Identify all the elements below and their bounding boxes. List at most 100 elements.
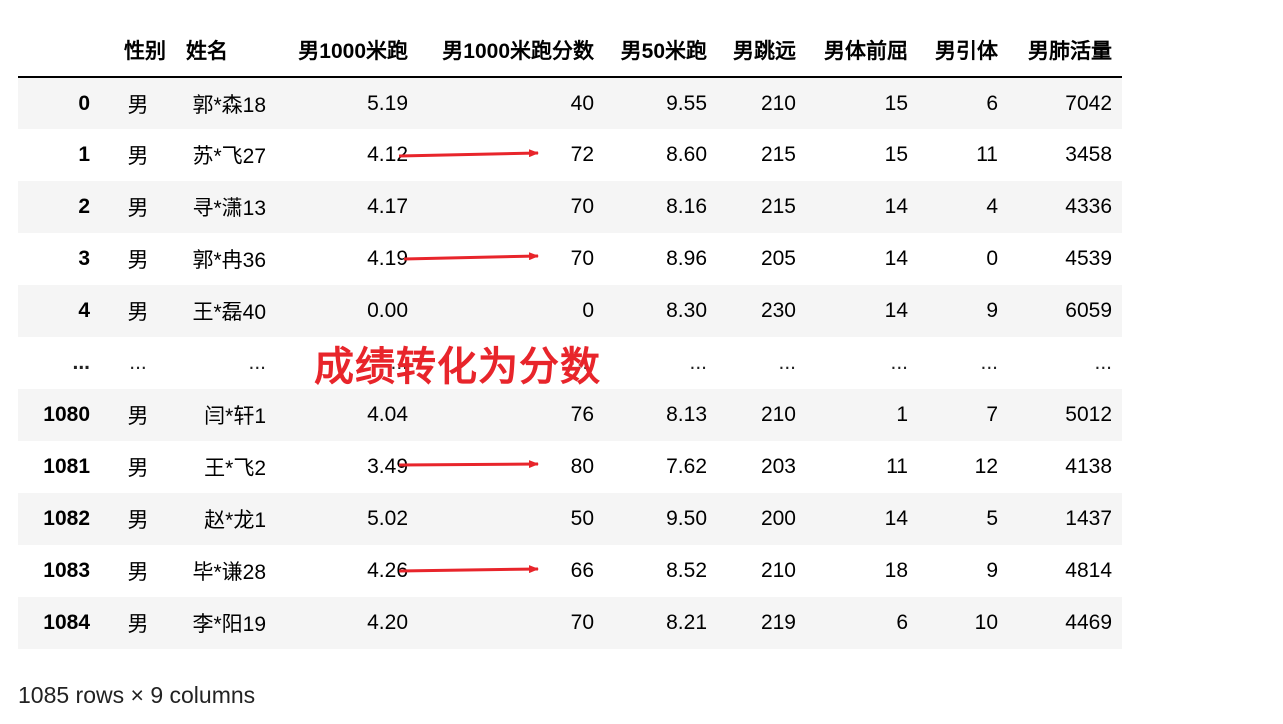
lung-capacity-cell: 4814 <box>1065 559 1112 582</box>
long-jump-cell: 203 <box>760 455 796 478</box>
lung-capacity-cell: 1437 <box>1065 507 1112 530</box>
name-cell: 王*磊40 <box>192 301 266 324</box>
long-jump-cell: 205 <box>760 247 796 270</box>
gender-cell: ... <box>129 351 147 374</box>
1000m-run-cell: 4.17 <box>367 195 408 218</box>
sit-and-reach-cell: 1 <box>896 403 908 426</box>
sit-and-reach-cell: 14 <box>884 507 908 530</box>
1000m-run-cell: 0.00 <box>367 299 408 322</box>
pull-ups-cell: 5 <box>986 507 998 530</box>
name-cell: 王*飞2 <box>204 457 266 480</box>
50m-run-cell: 8.60 <box>666 143 707 166</box>
long-jump-cell: 215 <box>760 195 796 218</box>
column-header-long-jump: 男跳远 <box>717 24 806 78</box>
pull-ups-cell: ... <box>980 351 998 374</box>
1000m-run-score-cell: 0 <box>582 299 594 322</box>
table-row: 0 男 郭*森18 5.19 40 9.55 210 15 6 7042 <box>18 77 1122 129</box>
50m-run-cell: 8.52 <box>666 559 707 582</box>
sit-and-reach-cell: ... <box>890 351 908 374</box>
name-cell: ... <box>248 351 266 374</box>
50m-run-cell: 8.13 <box>666 403 707 426</box>
1000m-run-score-cell: 50 <box>570 507 594 530</box>
long-jump-cell: 230 <box>760 299 796 322</box>
long-jump-cell: 210 <box>760 403 796 426</box>
1000m-run-cell: 5.19 <box>367 91 408 115</box>
1000m-run-cell: 4.26 <box>367 559 408 582</box>
lung-capacity-cell: 4138 <box>1065 455 1112 478</box>
name-cell: 赵*龙1 <box>204 509 266 532</box>
table-row: 2 男 寻*潇13 4.17 70 8.16 215 14 4 4336 <box>18 181 1122 233</box>
column-header-1000m-run: 男1000米跑 <box>276 24 418 78</box>
dataframe-output: 性别 姓名 男1000米跑 男1000米跑分数 男50米跑 男跳远 男体前屈 男… <box>18 24 1122 649</box>
name-cell: 郭*森18 <box>192 93 266 117</box>
1000m-run-score-cell: 66 <box>570 559 594 582</box>
1000m-run-score-cell: 76 <box>570 403 594 426</box>
column-header-pull-ups: 男引体 <box>918 24 1008 78</box>
table-row: .............................. <box>18 337 1122 389</box>
column-header-50m-run: 男50米跑 <box>604 24 717 78</box>
dataframe-shape-footer: 1085 rows × 9 columns <box>18 682 256 708</box>
50m-run-cell: 7.62 <box>666 455 707 478</box>
name-cell: 李*阳19 <box>192 613 266 636</box>
table-body: 0 男郭*森18 5.19 40 9.55 210 15 6 7042 1 男苏*飞27 4.12 72… <box>18 77 1122 649</box>
1000m-run-cell: 5.02 <box>367 507 408 530</box>
table-row: 1081 男 王*飞2 3.49 80 7.62 203 11 12 4138 <box>18 441 1122 493</box>
pull-ups-cell: 10 <box>974 611 998 634</box>
sit-and-reach-cell: 11 <box>886 455 908 478</box>
1000m-run-score-cell: 70 <box>570 611 594 634</box>
pull-ups-cell: 0 <box>986 247 998 270</box>
50m-run-cell: 9.55 <box>666 91 707 115</box>
table-row: 3 男 郭*冉36 4.19 70 8.96 205 14 0 4539 <box>18 233 1122 285</box>
lung-capacity-cell: ... <box>1094 351 1112 374</box>
row-index: 1 <box>78 143 90 166</box>
1000m-run-cell: ... <box>390 351 408 374</box>
gender-cell: 男 <box>127 145 149 168</box>
row-index: 1081 <box>43 455 90 478</box>
1000m-run-cell: 3.49 <box>367 455 408 478</box>
row-index: ... <box>72 351 90 374</box>
gender-cell: 男 <box>127 561 149 584</box>
column-header-gender: 性别 <box>100 24 176 78</box>
table-row: 1084 男 李*阳19 4.20 70 8.21 219 6 10 4469 <box>18 597 1122 649</box>
row-index: 4 <box>78 299 90 322</box>
row-index: 2 <box>78 195 90 218</box>
row-index: 1080 <box>43 403 90 426</box>
pull-ups-cell: 11 <box>976 143 998 166</box>
lung-capacity-cell: 4336 <box>1065 195 1112 218</box>
pull-ups-cell: 7 <box>986 403 998 426</box>
header-row: 性别 姓名 男1000米跑 男1000米跑分数 男50米跑 男跳远 男体前屈 男… <box>18 24 1122 78</box>
1000m-run-cell: 4.12 <box>367 143 408 166</box>
long-jump-cell: 210 <box>760 559 796 582</box>
lung-capacity-cell: 6059 <box>1065 299 1112 322</box>
gender-cell: 男 <box>127 249 149 272</box>
gender-cell: 男 <box>127 509 149 532</box>
pull-ups-cell: 6 <box>986 91 998 115</box>
sit-and-reach-cell: 14 <box>884 299 908 322</box>
column-header-sit-and-reach: 男体前屈 <box>806 24 918 78</box>
sit-and-reach-cell: 14 <box>884 195 908 218</box>
pull-ups-cell: 9 <box>986 559 998 582</box>
50m-run-cell: 8.21 <box>666 611 707 634</box>
1000m-run-cell: 4.19 <box>367 247 408 270</box>
lung-capacity-cell: 4469 <box>1065 611 1112 634</box>
index-header <box>18 24 100 78</box>
pull-ups-cell: 12 <box>974 455 998 478</box>
pull-ups-cell: 4 <box>986 195 998 218</box>
50m-run-cell: ... <box>689 351 707 374</box>
lung-capacity-cell: 4539 <box>1065 247 1112 270</box>
row-index: 1083 <box>43 559 90 582</box>
table-row: 1082 男 赵*龙1 5.02 50 9.50 200 14 5 1437 <box>18 493 1122 545</box>
table-row: 1 男 苏*飞27 4.12 72 8.60 215 15 11 3458 <box>18 129 1122 181</box>
long-jump-cell: 219 <box>760 611 796 634</box>
row-index: 1082 <box>43 507 90 530</box>
sit-and-reach-cell: 14 <box>884 247 908 270</box>
lung-capacity-cell: 3458 <box>1065 143 1112 166</box>
lung-capacity-cell: 5012 <box>1065 403 1112 426</box>
50m-run-cell: 9.50 <box>666 507 707 530</box>
long-jump-cell: 210 <box>760 91 796 115</box>
gender-cell: 男 <box>127 93 149 117</box>
name-cell: 苏*飞27 <box>192 145 266 168</box>
50m-run-cell: 8.30 <box>666 299 707 322</box>
50m-run-cell: 8.96 <box>666 247 707 270</box>
1000m-run-score-cell: 70 <box>570 247 594 270</box>
